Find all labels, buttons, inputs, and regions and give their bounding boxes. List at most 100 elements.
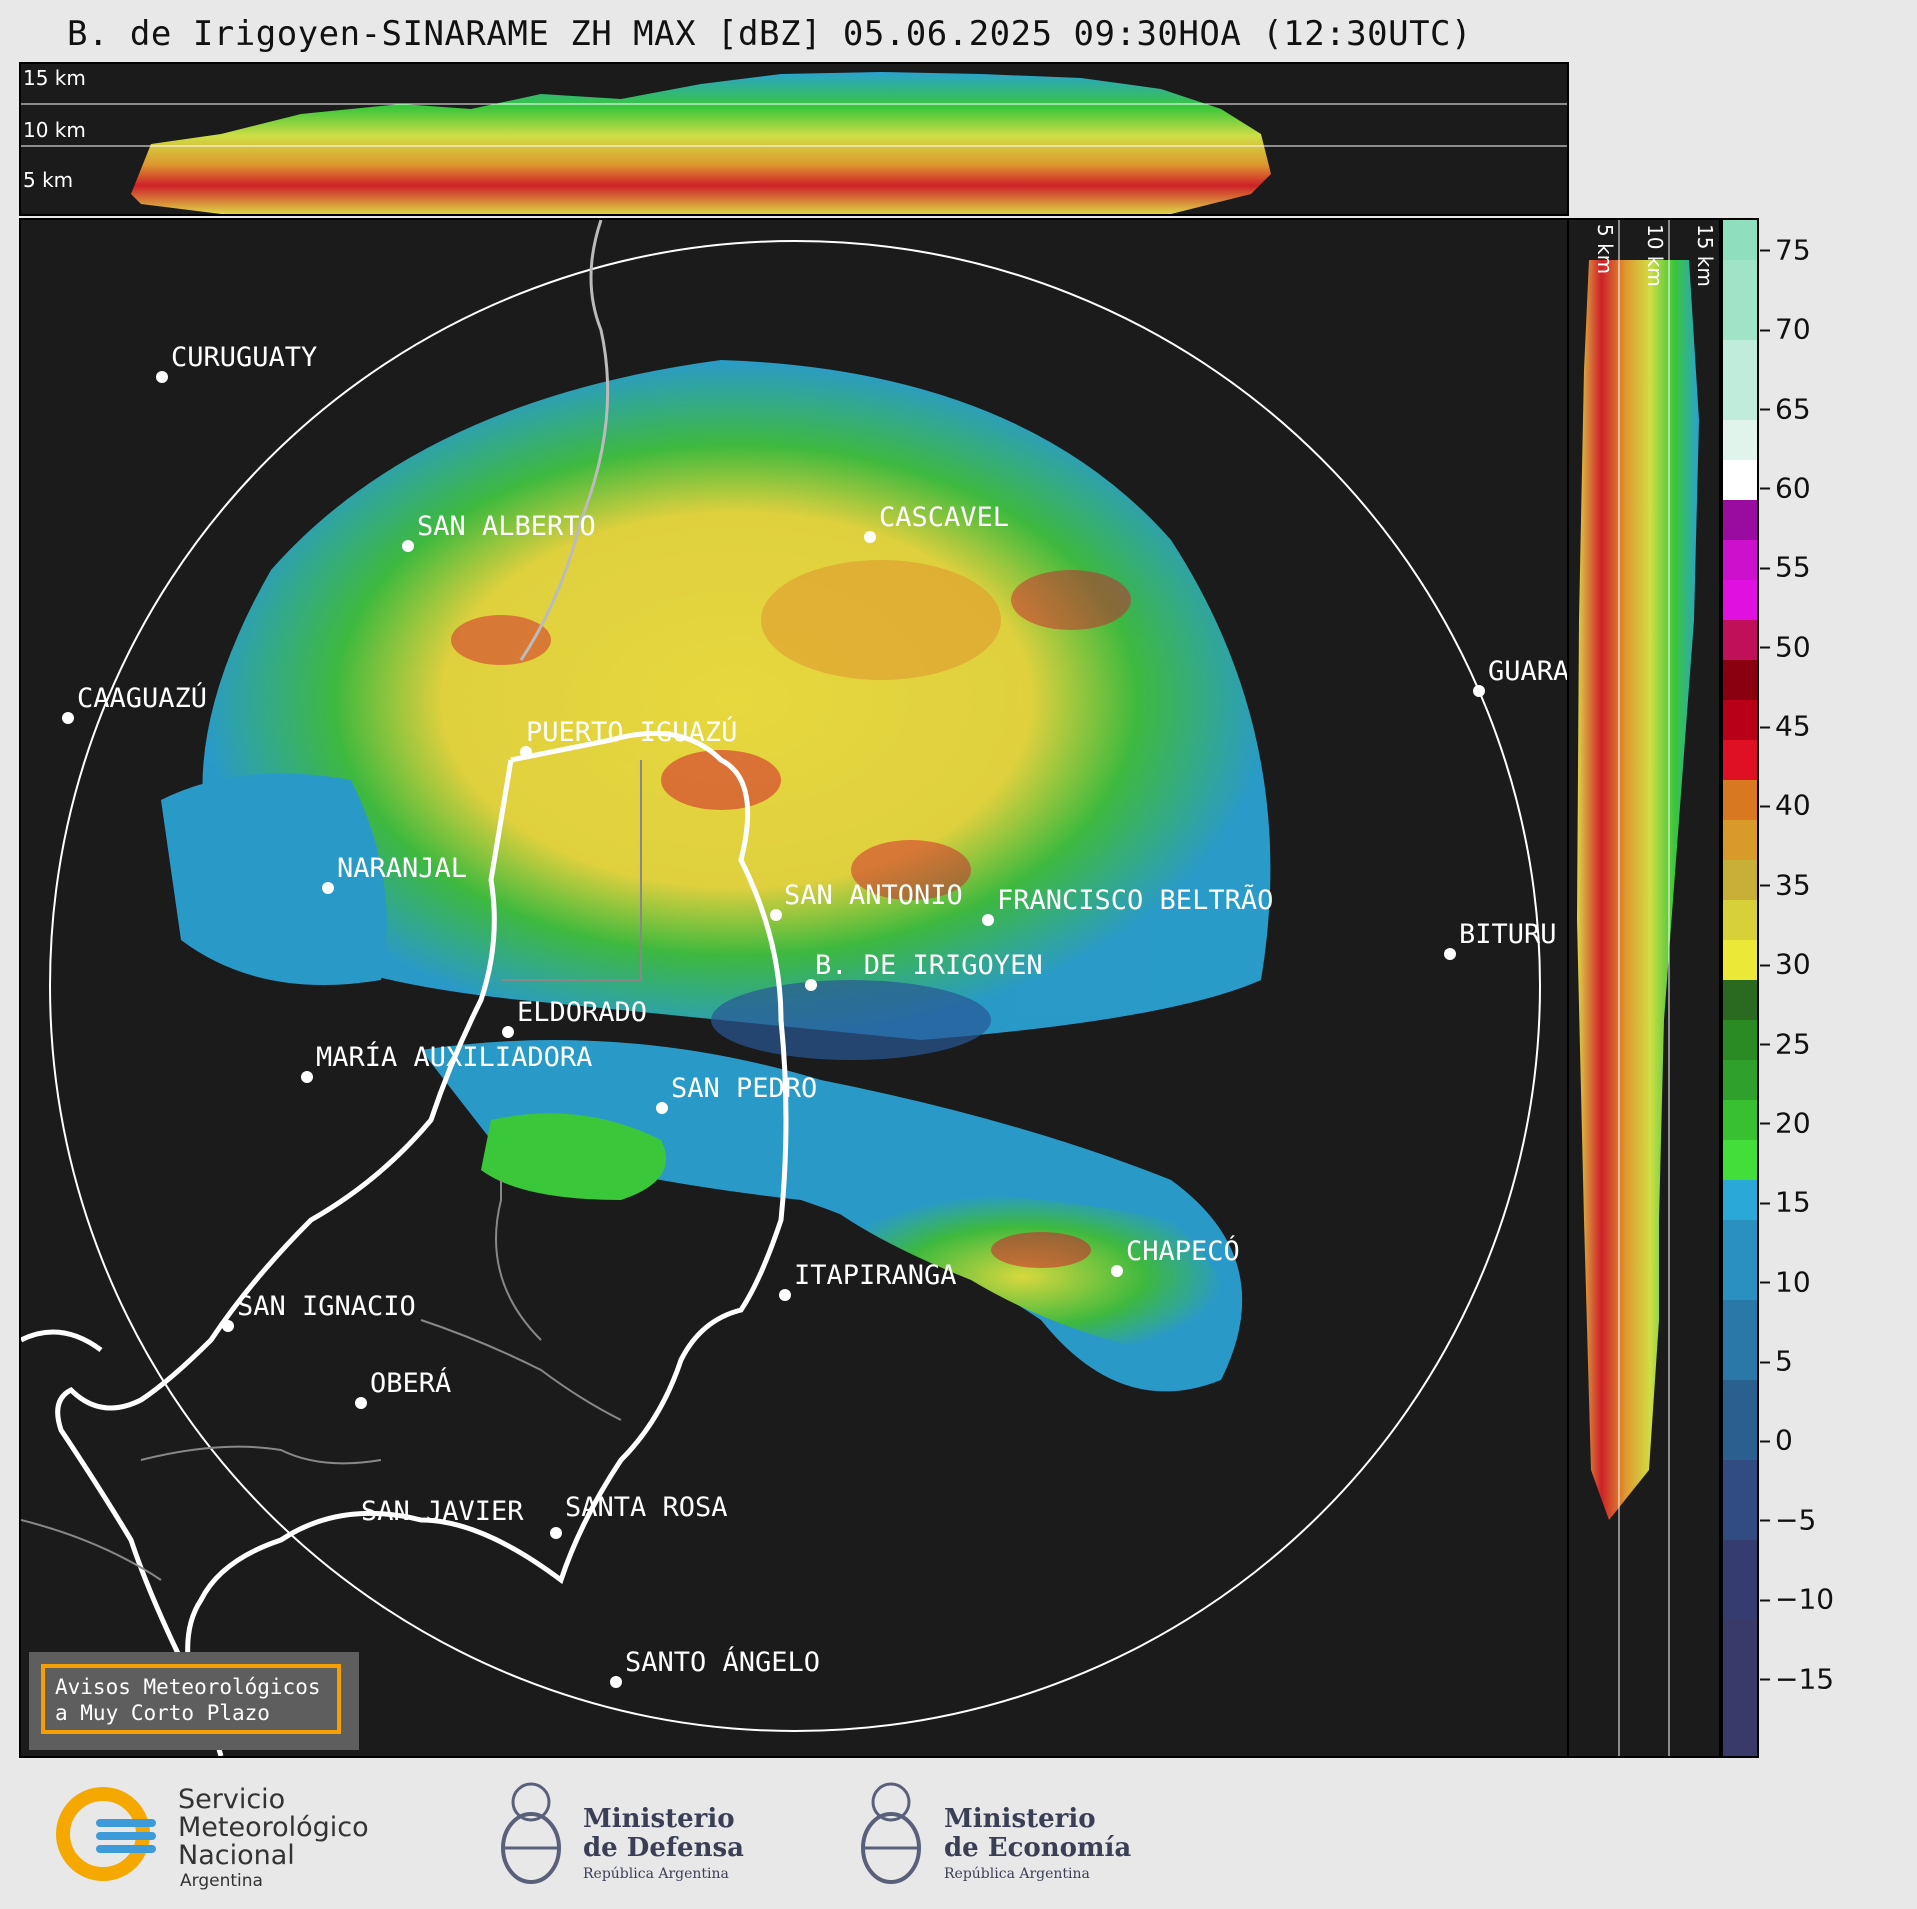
city-label-san-antonio: SAN ANTONIO xyxy=(784,880,963,911)
reflectivity-echoes xyxy=(161,360,1271,1392)
economia-coat-of-arms xyxy=(855,1778,927,1896)
side-height-label-5: 5 km xyxy=(1593,224,1617,275)
colorbar-tick-label: 30 xyxy=(1760,947,1811,981)
city-markers xyxy=(62,371,1485,1688)
defensa-line-1: Ministerio xyxy=(583,1804,735,1834)
colorbar-tick-label: 75 xyxy=(1760,233,1811,267)
colorbar-tick-label: 20 xyxy=(1760,1106,1811,1140)
colorbar-tick-label: 15 xyxy=(1760,1185,1811,1219)
colorbar-tick-label: 55 xyxy=(1760,550,1811,584)
radar-map-panel: CURUGUATY SAN ALBERTO CASCAVEL CAAGUAZÚ … xyxy=(19,218,1569,1758)
city-label-santo-angelo: SANTO ÁNGELO xyxy=(625,1646,820,1678)
city-dot-eldorado xyxy=(502,1026,514,1038)
smn-logo-stripe-2 xyxy=(96,1832,156,1840)
smn-line-2: Meteorológico xyxy=(178,1812,369,1843)
smn-line-1: Servicio xyxy=(178,1784,286,1815)
city-dot-naranjal xyxy=(322,882,334,894)
colorbar-tick-label: −15 xyxy=(1759,1662,1835,1696)
economia-coat-of-arms-oval xyxy=(861,1812,921,1884)
city-label-caaguazu: CAAGUAZÚ xyxy=(77,682,207,714)
city-dot-san-antonio xyxy=(770,909,782,921)
colorbar-tick-label: 5 xyxy=(1760,1344,1793,1378)
city-label-itapiranga: ITAPIRANGA xyxy=(794,1260,957,1291)
colorbar-tick-label: 50 xyxy=(1760,630,1811,664)
side-cross-section-panel: 5 km 10 km 15 km xyxy=(1569,218,1721,1758)
warning-box-inner: Avisos Meteorológicos a Muy Corto Plazo xyxy=(41,1664,341,1734)
city-dot-obera xyxy=(355,1397,367,1409)
colorbar-tick-label: 25 xyxy=(1760,1027,1811,1061)
city-dot-b-de-irigoyen xyxy=(805,979,817,991)
colorbar-tick-label: 65 xyxy=(1760,392,1811,425)
city-label-chapeco: CHAPECÓ xyxy=(1126,1235,1240,1267)
side-height-label-15: 15 km xyxy=(1693,224,1717,287)
side-echo-profile xyxy=(1577,260,1699,1520)
top-height-label-15: 15 km xyxy=(23,66,86,90)
economia-coat-of-arms-sun xyxy=(871,1782,911,1822)
city-dot-san-alberto xyxy=(402,540,414,552)
colorbar-tick-label: 40 xyxy=(1760,788,1811,822)
smn-logo xyxy=(56,1787,161,1881)
city-dot-san-pedro xyxy=(656,1102,668,1114)
city-dot-cascavel xyxy=(864,531,876,543)
footer-logos: Servicio Meteorológico Nacional Argentin… xyxy=(0,1760,1917,1909)
city-dot-francisco-beltrao xyxy=(982,914,994,926)
economia-line-3: República Argentina xyxy=(944,1866,1090,1882)
city-dot-san-ignacio xyxy=(222,1320,234,1332)
smn-line-3: Nacional xyxy=(178,1840,295,1871)
defensa-line-3: República Argentina xyxy=(583,1866,729,1882)
city-label-san-javier: SAN JAVIER xyxy=(361,1496,524,1527)
economia-line-2: de Economía xyxy=(944,1833,1132,1863)
colorbar-tick-label: 70 xyxy=(1760,312,1811,346)
range-ring xyxy=(49,240,1541,1732)
colorbar-tick-label: −5 xyxy=(1759,1503,1817,1537)
top-height-label-10: 10 km xyxy=(23,118,86,142)
city-label-santa-rosa: SANTA ROSA xyxy=(565,1492,728,1523)
warning-line-1: Avisos Meteorológicos xyxy=(55,1675,321,1699)
side-height-lines xyxy=(1618,220,1670,1756)
smn-logo-stripe-3 xyxy=(96,1845,156,1853)
city-dot-puerto-iguazu xyxy=(520,746,532,758)
colorbar-svg xyxy=(1723,220,1757,1756)
city-label-b-de-irigoyen: B. DE IRIGOYEN xyxy=(815,950,1043,981)
top-height-lines xyxy=(21,103,1567,147)
city-dot-santo-angelo xyxy=(610,1676,622,1688)
city-label-francisco-beltrao: FRANCISCO BELTRÃO xyxy=(997,884,1273,916)
colorbar xyxy=(1721,218,1759,1758)
smn-logo-stripe-1 xyxy=(96,1819,156,1827)
radar-map-svg: CURUGUATY SAN ALBERTO CASCAVEL CAAGUAZÚ … xyxy=(19,219,1569,1757)
defensa-coat-of-arms xyxy=(495,1778,567,1896)
colorbar-tick-label: 45 xyxy=(1760,709,1811,743)
city-label-curuguaty: CURUGUATY xyxy=(171,342,317,373)
city-dot-caaguazu xyxy=(62,712,74,724)
warning-box: Avisos Meteorológicos a Muy Corto Plazo xyxy=(29,1652,359,1750)
top-echo-profile xyxy=(131,72,1271,214)
top-cross-section-panel: 15 km 10 km 5 km xyxy=(19,62,1569,216)
city-label-maria-auxiliadora: MARÍA AUXILIADORA xyxy=(316,1041,592,1073)
colorbar-tick-label: 10 xyxy=(1760,1265,1811,1299)
city-label-guara: GUARA xyxy=(1488,656,1567,687)
colorbar-tick-label: 35 xyxy=(1760,868,1811,902)
city-label-cascavel: CASCAVEL xyxy=(879,502,1009,533)
defensa-coat-of-arms-oval xyxy=(501,1812,561,1884)
border-lines xyxy=(19,219,789,1757)
smn-line-4: Argentina xyxy=(180,1871,263,1891)
chart-title: B. de Irigoyen-SINARAME ZH MAX [dBZ] 05.… xyxy=(67,14,1472,54)
city-dot-guara xyxy=(1473,685,1485,697)
city-label-puerto-iguazu: PUERTO IGUAZÚ xyxy=(526,716,737,748)
warning-line-2: a Muy Corto Plazo xyxy=(55,1701,270,1725)
city-label-san-alberto: SAN ALBERTO xyxy=(417,511,596,542)
city-label-bituru: BITURU xyxy=(1459,919,1557,950)
top-height-label-5: 5 km xyxy=(23,168,74,192)
colorbar-tick-label: −10 xyxy=(1759,1582,1835,1616)
city-label-naranjal: NARANJAL xyxy=(337,853,467,884)
city-dot-curuguaty xyxy=(156,371,168,383)
city-label-san-pedro: SAN PEDRO xyxy=(671,1073,817,1104)
city-label-obera: OBERÁ xyxy=(370,1367,451,1399)
defensa-coat-of-arms-sun xyxy=(511,1782,551,1822)
city-label-eldorado: ELDORADO xyxy=(517,997,647,1028)
side-height-label-10: 10 km xyxy=(1643,224,1667,287)
city-label-san-ignacio: SAN IGNACIO xyxy=(237,1291,416,1322)
city-dot-itapiranga xyxy=(779,1289,791,1301)
defensa-line-2: de Defensa xyxy=(583,1833,744,1863)
city-dot-maria-auxiliadora xyxy=(301,1071,313,1083)
